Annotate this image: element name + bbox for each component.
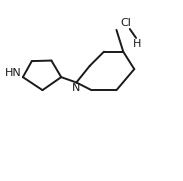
Text: Cl: Cl [121,18,132,28]
Text: N: N [72,83,81,93]
Text: HN: HN [5,68,21,78]
Text: H: H [133,39,141,49]
